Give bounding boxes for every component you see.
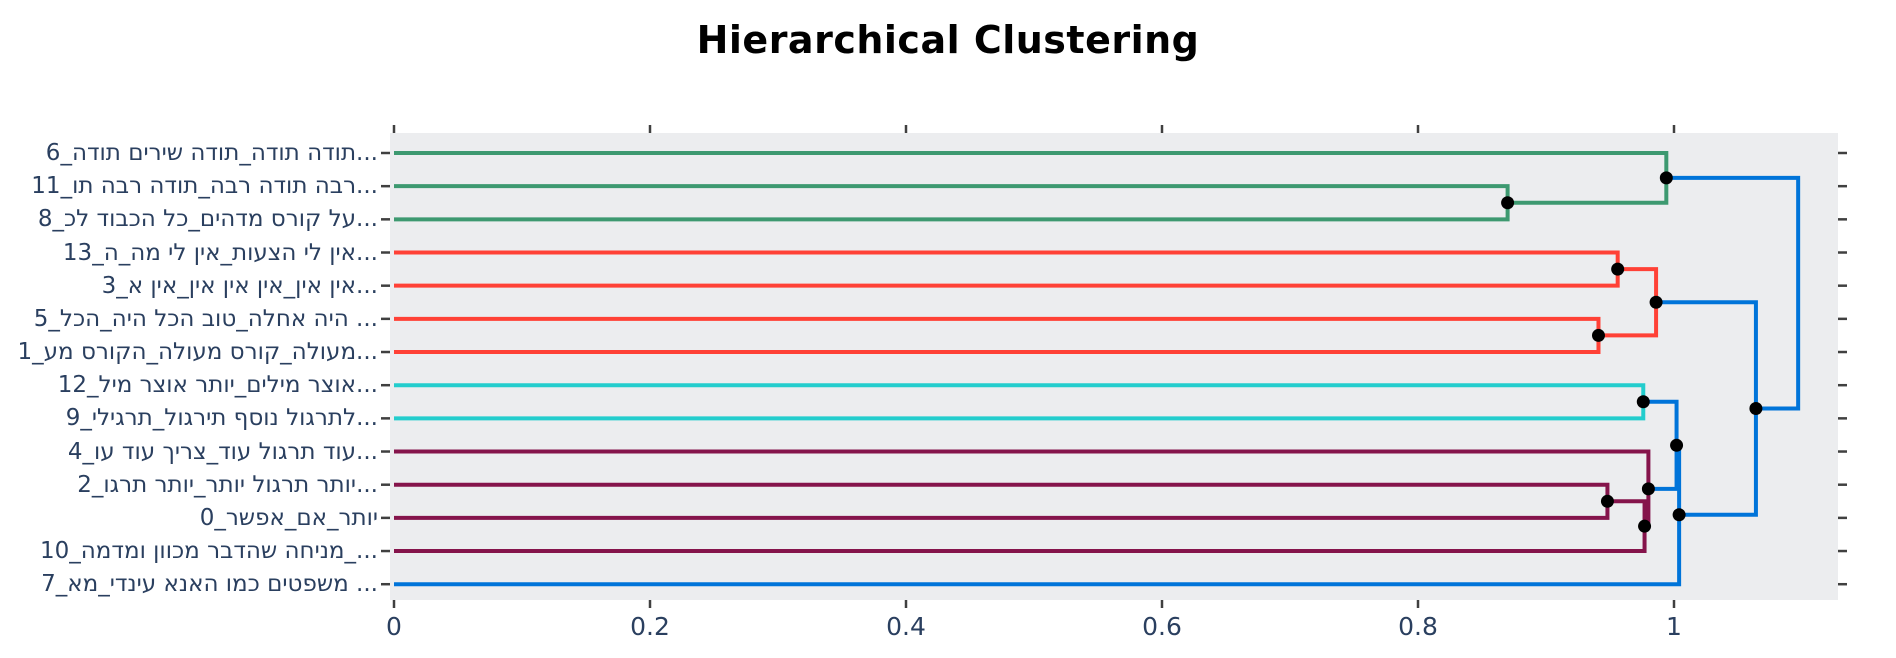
merge-dot-merge-13-3[interactable]: [1611, 262, 1625, 276]
leaf-label-12: ...אוצר מילים_יותר אוצר מיל_12: [57, 372, 378, 399]
leaf-label-3: ...אין אין_אין אין אין_אין א_3: [101, 272, 378, 299]
leaf-label-7: ... משפטים כמו האנא עינדי_מא_7: [41, 571, 378, 598]
leaf-label-5: ... היה אחלה_טוב הכל היה_הכל_5: [33, 305, 378, 332]
plot-area-bg: [390, 133, 1838, 600]
leaf-label-9: ...לתרגול נוסף תירגול_תרגילי_9: [65, 405, 378, 432]
x-tick-label-0.2: 0.2: [630, 612, 670, 641]
leaf-label-0: יותר_אם_אפשר_0: [199, 504, 378, 531]
merge-dot-merge-cyan-purple[interactable]: [1670, 438, 1684, 452]
merge-dot-merge-11-8[interactable]: [1501, 196, 1515, 210]
merge-dot-merge-5-1[interactable]: [1591, 328, 1605, 342]
merge-dot-merge-plus-7[interactable]: [1672, 508, 1686, 522]
leaf-label-11: ...רבה תודה רבה_תודה רבה תו_11: [31, 173, 378, 200]
x-tick-label-0.4: 0.4: [886, 612, 926, 641]
x-tick-label-0.8: 0.8: [1398, 612, 1438, 641]
leaf-label-1: ...מעולה_קורס מעולה_הקורס מע_1: [17, 339, 379, 366]
x-tick-label-0: 0: [386, 612, 402, 641]
leaf-label-2: ...יותר תרגול יותר_יותר תרגו_2: [77, 471, 378, 498]
page-title: Hierarchical Clustering: [696, 18, 1200, 62]
merge-dot-merge-plus-10[interactable]: [1638, 519, 1652, 533]
x-tick-label-1: 1: [1666, 612, 1682, 641]
leaf-label-6: ...תודה תודה_תודה שירים תודה_6: [45, 140, 378, 166]
merge-dot-merge-plus-4[interactable]: [1641, 482, 1655, 496]
merge-dot-merge-upper-blue[interactable]: [1749, 402, 1763, 416]
leaf-label-13: ...אין לי הצעות_אין לי מה_ה_13: [62, 239, 378, 266]
leaf-label-10: ..._מניחה שהדבר מכוון ומדמה_10: [39, 538, 378, 565]
dendrogram-link-merge-root: [1666, 175, 1801, 411]
merge-dot-merge-12-9[interactable]: [1636, 395, 1650, 409]
x-tick-label-0.6: 0.6: [1142, 612, 1182, 641]
merge-dot-merge-2-0[interactable]: [1600, 494, 1614, 508]
leaf-label-8: ...על קורס מדהים_כל הכבוד לכ_8: [37, 206, 378, 233]
merge-dot-merge-red-root[interactable]: [1649, 295, 1663, 309]
merge-dot-merge-6-green[interactable]: [1659, 171, 1673, 185]
leaf-label-4: ...עוד תרגול עוד_צריך עוד עו_4: [67, 438, 378, 465]
